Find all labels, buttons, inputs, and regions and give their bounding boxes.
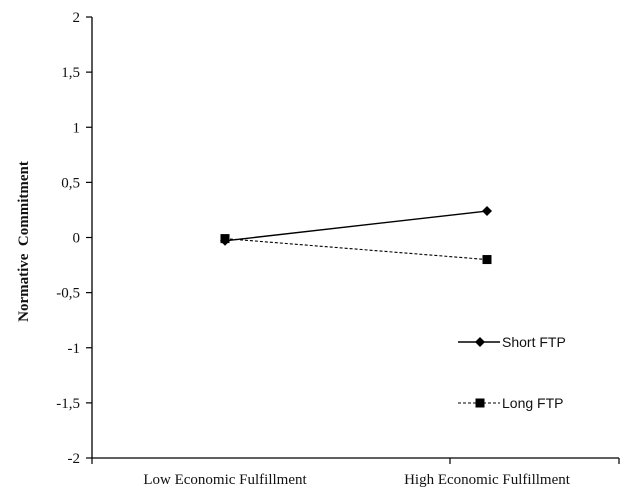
y-tick-label: -2 xyxy=(68,451,81,467)
legend-item: Short FTP xyxy=(458,334,566,350)
x-category-label: Low Economic Fulfillment xyxy=(143,472,307,488)
legend-marker-square xyxy=(475,398,485,408)
x-category-label: High Economic Fulfillment xyxy=(404,472,571,488)
y-tick-label: 0,5 xyxy=(61,175,80,191)
legend-item: Long FTP xyxy=(458,395,563,411)
series-short-ftp xyxy=(220,206,492,246)
y-tick-label: -1 xyxy=(68,341,81,357)
y-tick-label: -1,5 xyxy=(56,396,80,412)
series-long-ftp xyxy=(220,234,492,265)
y-axis-title: Normative Commitment xyxy=(16,161,32,322)
legend-label: Short FTP xyxy=(502,334,566,350)
series-line xyxy=(224,210,488,242)
y-tick-label: -0,5 xyxy=(56,286,80,302)
y-tick-label: 0 xyxy=(73,231,81,247)
legend-label: Long FTP xyxy=(502,395,563,411)
y-tick-label: 1 xyxy=(73,120,81,136)
legend: Short FTP Long FTP xyxy=(458,334,566,411)
series-layer xyxy=(220,206,492,265)
y-tick-label: 2 xyxy=(73,10,81,26)
y-axis: 2 1,5 1 0,5 0 -0,5 -1 -1,5 -2 xyxy=(56,10,93,467)
series-line xyxy=(224,238,488,261)
y-tick-label: 1,5 xyxy=(61,65,80,81)
x-axis: Low Economic Fulfillment High Economic Fu… xyxy=(91,457,620,488)
data-point xyxy=(482,206,492,217)
data-point xyxy=(482,255,492,265)
legend-marker-diamond xyxy=(475,337,485,347)
data-point xyxy=(220,234,230,244)
